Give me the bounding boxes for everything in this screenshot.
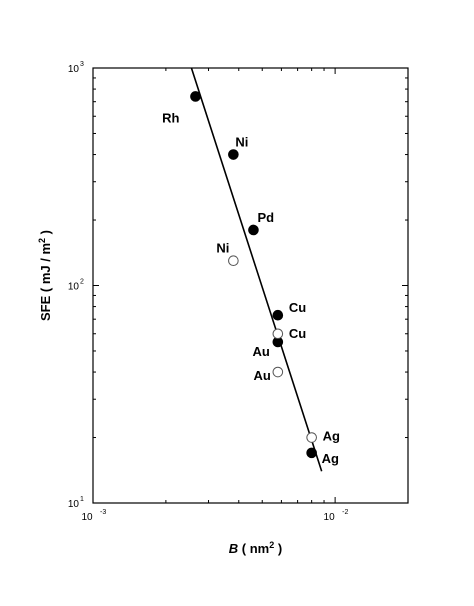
y-tick-label-exponent: 3 (80, 61, 84, 68)
point-label: Ni (235, 135, 248, 150)
point-label: Au (252, 344, 269, 359)
y-tick-label: 10 (68, 499, 80, 510)
point-label: Cu (289, 326, 306, 341)
point-label: Ni (216, 241, 229, 256)
plot-frame (92, 67, 409, 504)
point-labels: Rh Ni Pd Cu Au Ag Ni Cu Au Ag (162, 110, 340, 465)
filled-data-point (272, 309, 284, 321)
filled-data-point (190, 91, 201, 102)
y-tick-label-exponent: 1 (80, 496, 84, 503)
x-tick-label-exponent: -3 (100, 509, 106, 516)
fit-line-layer (190, 67, 323, 472)
y-tick-label: 10 (68, 64, 80, 75)
point-label: Pd (257, 210, 274, 225)
x-axis-title: B ( nm2 ) (229, 540, 282, 556)
point-label: Cu (289, 300, 306, 315)
filled-data-point (306, 447, 317, 459)
axes: 10 -3 10 -210 110 210 3B ( nm2 )SFE ( mJ / m2 … (37, 61, 409, 556)
point-label: Au (253, 368, 270, 383)
open-data-point (272, 328, 284, 340)
point-label: Rh (162, 110, 179, 125)
y-tick-label-exponent: 2 (80, 279, 84, 286)
filled-data-point (248, 224, 259, 236)
open-data-point (306, 432, 317, 443)
y-tick-label: 10 (68, 282, 80, 293)
data-points (190, 91, 317, 459)
filled-data-point (228, 149, 239, 160)
point-label: Ag (322, 451, 339, 466)
y-axis-title: SFE ( mJ / m2 ) (37, 230, 53, 321)
point-label: Ag (323, 429, 340, 444)
x-tick-label-exponent: -2 (342, 509, 348, 516)
open-data-point (228, 255, 239, 267)
x-tick-label: 10 (324, 512, 336, 523)
open-data-point (272, 366, 284, 378)
fit-line (190, 67, 323, 472)
x-tick-label: 10 (81, 512, 93, 523)
